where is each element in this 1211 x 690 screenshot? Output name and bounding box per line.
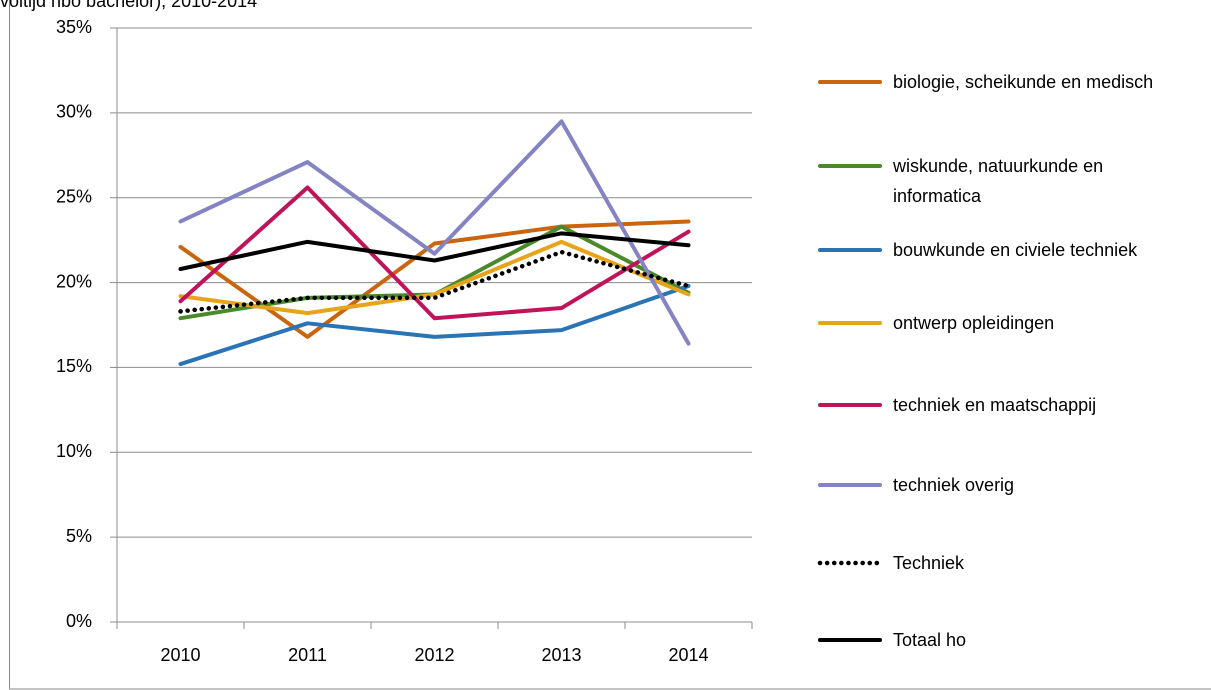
chart-frame	[9, 0, 1211, 690]
series-line	[178, 119, 691, 346]
x-tick-label: 2014	[668, 645, 708, 665]
y-tick-label: 25%	[56, 186, 92, 206]
legend-label: wiskunde, natuurkunde en informatica	[893, 156, 1104, 206]
series-line	[178, 231, 691, 271]
legend-label: ontwerp opleidingen	[893, 313, 1055, 333]
y-tick-label: 10%	[56, 441, 92, 461]
y-tick-label: 15%	[56, 356, 92, 376]
y-tick-label: 35%	[56, 17, 92, 37]
y-tick-label: 5%	[66, 526, 92, 546]
x-tick-label: 2013	[541, 645, 581, 665]
chart-title: voltijd hbo bachelor), 2010-2014	[0, 0, 257, 11]
series-line	[178, 249, 691, 314]
legend-label: Techniek	[893, 553, 965, 573]
x-tick-label: 2010	[160, 645, 200, 665]
legend-label: techniek en maatschappij	[893, 395, 1097, 415]
y-tick-label: 30%	[56, 102, 92, 122]
x-tick-label: 2012	[414, 645, 454, 665]
series-line	[178, 283, 691, 367]
legend-label: biologie, scheikunde en medisch	[893, 72, 1154, 92]
legend-label: techniek overig	[893, 475, 1015, 495]
series-line	[178, 239, 691, 316]
y-tick-label: 20%	[56, 271, 92, 291]
legend-label: bouwkunde en civiele techniek	[893, 240, 1138, 260]
x-tick-label: 2011	[288, 645, 327, 665]
y-tick-label: 0%	[66, 611, 92, 631]
legend-label: Totaal ho	[893, 630, 967, 650]
series-line	[178, 185, 691, 321]
